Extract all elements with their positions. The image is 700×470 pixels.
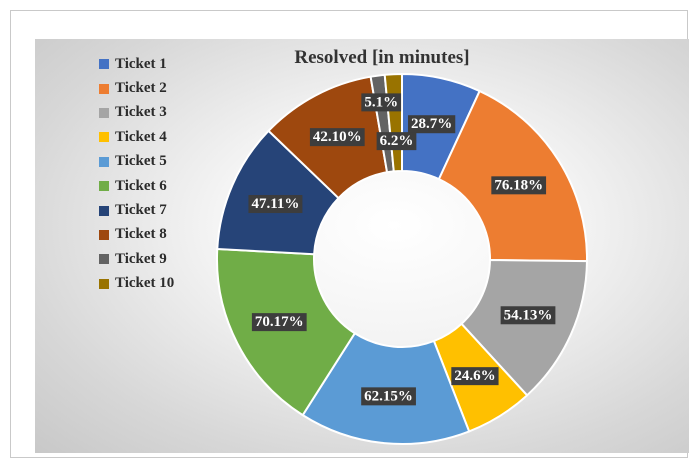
legend-label: Ticket 6 [115,177,167,194]
legend-label: Ticket 10 [115,275,175,292]
donut-slice [216,247,357,417]
data-label-text: 76.18% [494,177,543,193]
data-label-background [361,93,402,112]
legend-label: Ticket 8 [115,226,167,243]
legend-item: Ticket 10 [99,272,174,296]
legend-swatch [99,205,109,216]
legend-swatch [99,181,109,192]
legend-item: Ticket 4 [99,125,174,149]
data-label-background [309,128,365,147]
data-label-text: 54.13% [504,307,553,323]
chart-title: Resolved [in minutes] [35,47,689,69]
data-label-text: 5.1% [364,94,398,110]
chart-area: Resolved [in minutes] Ticket 1 Ticket 2 Ti… [35,39,689,453]
legend-swatch [99,156,109,167]
data-label: 5.1% [361,93,402,112]
legend-swatch [99,278,109,289]
data-label-background [451,367,499,386]
data-label-text: 6.2% [380,133,414,149]
chart-title-text: Resolved [in minutes] [294,47,470,68]
data-label-background [248,195,303,214]
legend-item: Ticket 5 [99,150,174,174]
legend-item: Ticket 8 [99,223,174,247]
legend-item: Ticket 9 [99,247,174,271]
legend-label: Ticket 3 [115,104,167,121]
legend-item: Ticket 2 [99,76,174,100]
legend-swatch [99,254,109,265]
data-label: 70.17% [251,313,307,332]
data-label: 6.2% [376,132,417,151]
legend-swatch [99,132,109,143]
chart-frame: Resolved [in minutes] Ticket 1 Ticket 2 Ti… [10,10,689,458]
data-label: 76.18% [491,176,547,195]
legend-swatch [99,229,109,240]
legend-label: Ticket 4 [115,128,167,145]
legend: Ticket 1 Ticket 2 Ticket 3 Ticket 4 Ticket 5… [99,52,174,296]
legend-label: Ticket 5 [115,153,167,170]
data-label-background [251,313,307,332]
data-label: 62.15% [361,387,416,406]
legend-item: Ticket 6 [99,174,174,198]
data-label-background [361,387,416,406]
legend-item: Ticket 3 [99,101,174,125]
legend-label: Ticket 9 [115,250,167,267]
data-label: 54.13% [500,306,556,325]
donut-slice [437,89,588,263]
data-label-text: 42.10% [313,129,362,145]
legend-label: Ticket 7 [115,202,167,219]
data-label: 24.6% [451,367,499,386]
data-label-text: 62.15% [364,388,413,404]
data-label-background [491,176,547,195]
data-label-text: 24.6% [454,368,495,384]
legend-swatch [99,59,109,70]
data-label-background [376,132,417,151]
legend-item: Ticket 1 [99,52,174,76]
legend-swatch [99,83,109,94]
data-label-background [500,306,556,325]
data-label-text: 28.7% [411,116,452,132]
data-label-text: 70.17% [255,314,304,330]
legend-item: Ticket 7 [99,198,174,222]
data-label-text: 47.11% [251,196,299,212]
legend-label: Ticket 2 [115,80,167,97]
data-label-background [408,115,456,134]
data-label: 28.7% [408,115,456,134]
donut-chart: 28.7% 76.18% 54.13% 24.6% 62.15% 70.17% 47.11%… [216,72,588,445]
legend-swatch [99,107,109,118]
legend-label: Ticket 1 [115,55,167,72]
data-label: 42.10% [309,128,365,147]
data-label: 47.11% [248,195,303,214]
